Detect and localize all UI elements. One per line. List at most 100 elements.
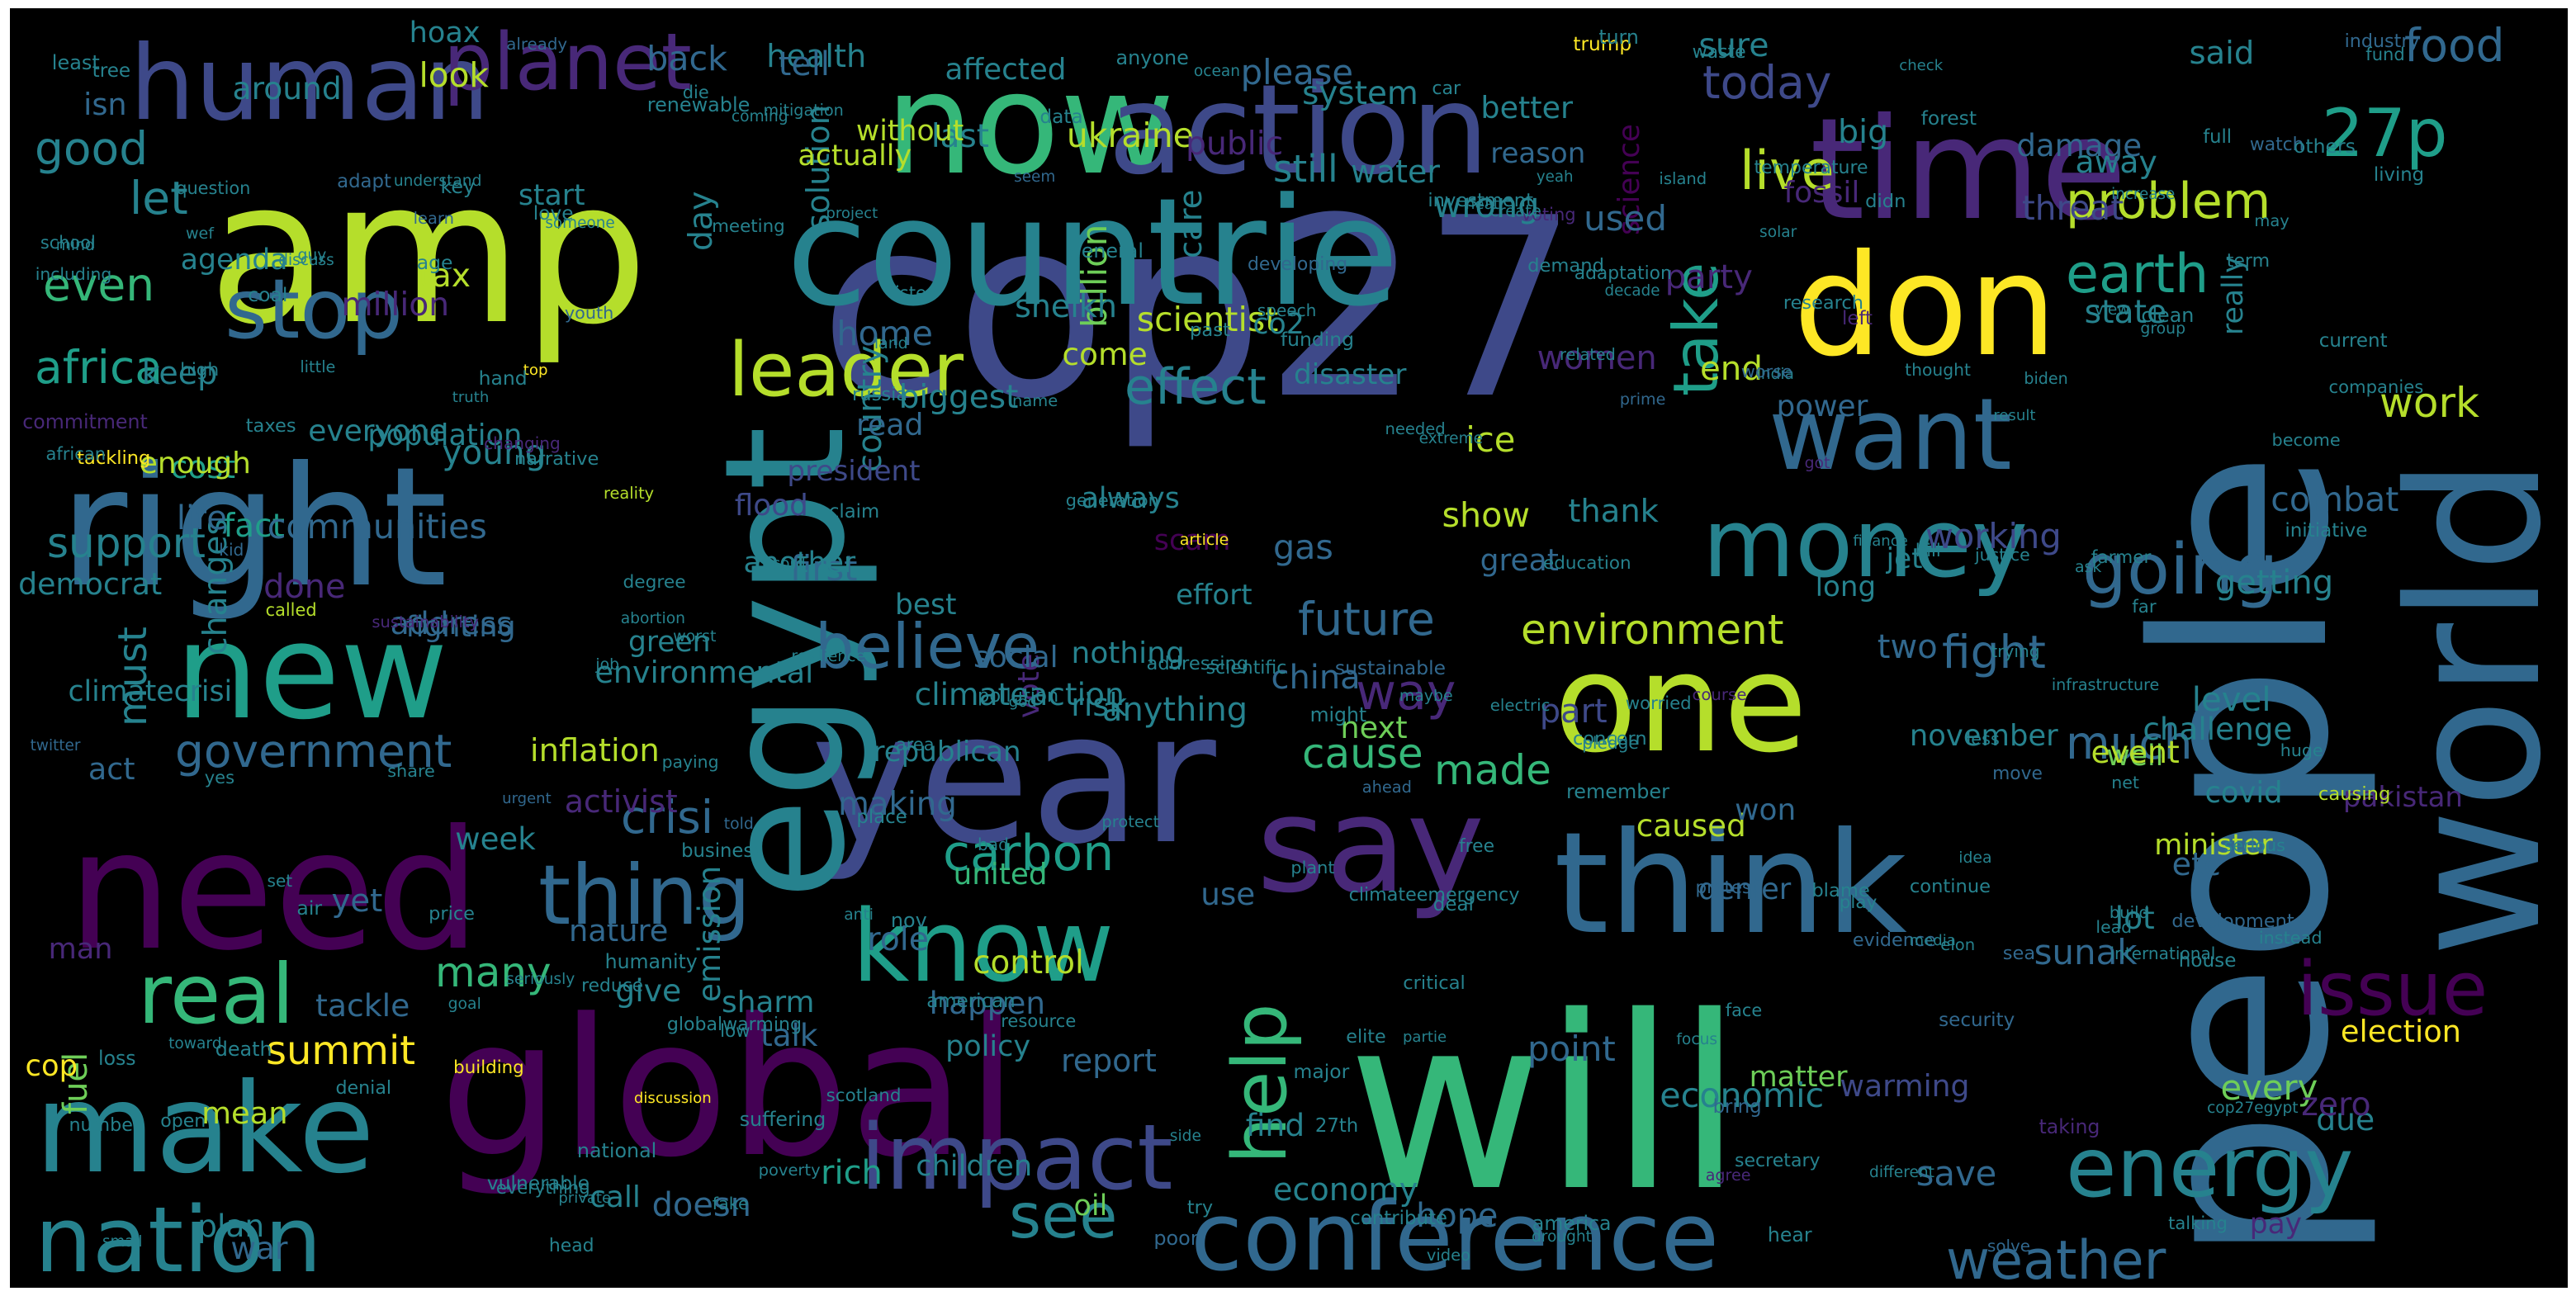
cloud-word-initiative: initiative (2285, 519, 2368, 542)
cloud-word-someone: someone (545, 215, 615, 233)
cloud-word-new: new (175, 594, 448, 749)
cloud-word-side: side (1169, 1127, 1201, 1145)
cloud-word-today: today (1702, 56, 1832, 110)
cloud-word-watch: watch (2249, 134, 2304, 155)
cloud-word-start: start (518, 179, 585, 213)
cloud-word-food: food (2404, 19, 2505, 73)
cloud-word-changing: changing (484, 433, 561, 454)
cloud-word-evidence: evidence (1852, 929, 1936, 952)
cloud-word-protect: protect (1101, 812, 1160, 832)
cloud-word-industry: industry (2344, 30, 2420, 52)
cloud-word-around: around (232, 70, 342, 107)
cloud-word-nation: nation (35, 1186, 322, 1288)
cloud-word-better: better (1480, 89, 1574, 125)
cloud-word-rich: rich (821, 1154, 883, 1193)
cloud-word-sharm: sharm (722, 986, 815, 1020)
cloud-word-one: one (1554, 623, 1808, 783)
cloud-word-area: area (896, 734, 935, 754)
cloud-word-caused: caused (1636, 807, 1746, 844)
cloud-word-inflation: inflation (529, 732, 660, 770)
cloud-word-weather: weather (1946, 1229, 2166, 1288)
cloud-word-addressing: addressing (1146, 653, 1249, 675)
cloud-word-understand: understand (393, 172, 482, 190)
cloud-word-land: land (874, 334, 908, 353)
cloud-word-climatecrisi: climatecrisi (68, 674, 233, 708)
cloud-word-left: left (1842, 308, 1873, 330)
cloud-word-top: top (523, 361, 548, 379)
cloud-word-data: data (1039, 106, 1083, 129)
cloud-word-need: need (68, 795, 481, 987)
cloud-word-protest: protest (1695, 877, 1759, 899)
cloud-word-call: call (590, 1180, 641, 1214)
cloud-word-fight: fight (1942, 626, 2046, 679)
cloud-word-huge: huge (2280, 740, 2323, 760)
cloud-word-toward: toward (168, 1035, 222, 1053)
cloud-word-anti: anti (844, 906, 874, 925)
cloud-word-agree: agree (1705, 1165, 1751, 1185)
cloud-word-show: show (1442, 495, 1531, 536)
cloud-word-god: god (1008, 693, 1037, 711)
cloud-word-economy: economy (1272, 1171, 1418, 1208)
cloud-word-instead: instead (2258, 927, 2323, 948)
cloud-word-energy: energy (2066, 1119, 2354, 1216)
cloud-word-tree: tree (92, 60, 131, 83)
cloud-word-going: going (2082, 528, 2279, 611)
cloud-word-covid: covid (2204, 775, 2283, 810)
cloud-word-far: far (2132, 596, 2157, 617)
cloud-word-trump: trump (1573, 32, 1632, 55)
cloud-word-deal: deal (1432, 894, 1474, 916)
cloud-word-told: told (723, 816, 754, 834)
cloud-word-co2: co2 (1252, 308, 1305, 342)
cloud-word-read: read (855, 407, 924, 443)
cloud-word-truth: truth (452, 389, 490, 407)
cloud-word-living: living (2373, 164, 2425, 187)
cloud-word-solve: solve (1987, 1236, 2031, 1256)
cloud-word-air: air (296, 896, 322, 920)
cloud-word-republican: republican (873, 735, 1021, 769)
cloud-word-island: island (1659, 168, 1707, 188)
cloud-word-carbon: carbon (943, 825, 1115, 882)
cloud-word-farmer: farmer (2091, 546, 2152, 568)
cloud-word-happen: happen (929, 984, 1046, 1021)
cloud-word-tell: tell (778, 45, 830, 84)
cloud-word-international: international (2110, 944, 2216, 964)
cloud-word-solar: solar (1759, 223, 1797, 241)
cloud-word-forest: forest (1920, 106, 1977, 130)
cloud-word-due: due (2316, 1101, 2375, 1138)
cloud-word-companies: companies (2328, 376, 2424, 397)
cloud-word-fighting: fighting (405, 610, 516, 644)
cloud-word-gas: gas (1272, 527, 1333, 568)
cloud-word-last: last (930, 117, 989, 155)
cloud-word-voting: voting (1521, 205, 1576, 225)
cloud-word-everything: everything (495, 1177, 590, 1199)
cloud-word-continue: continue (1909, 875, 1991, 897)
cloud-word-move: move (1992, 763, 2043, 784)
cloud-word-pay: pay (2249, 1207, 2303, 1241)
cloud-word-taking: taking (2039, 1115, 2100, 1139)
cloud-word-threat: threat (2021, 188, 2124, 229)
cloud-word-biden: biden (2024, 369, 2068, 388)
cloud-word-work: work (2379, 378, 2479, 427)
cloud-word-drought: drought (1531, 1228, 1592, 1246)
cloud-word-create: create (1489, 201, 1541, 220)
cloud-word-damage: damage (2016, 127, 2143, 164)
cloud-word-seriously: seriously (506, 971, 575, 989)
cloud-word-scientific: scientific (1205, 657, 1287, 679)
cloud-word-coming: coming (731, 107, 788, 125)
cloud-word-free: free (1459, 836, 1495, 858)
cloud-word-become: become (2271, 430, 2341, 451)
cloud-word-climateaction: climateaction (914, 675, 1125, 712)
cloud-word-women: women (1537, 339, 1657, 378)
cloud-word-commitment: commitment (22, 410, 148, 434)
cloud-word-lot: lot (2114, 899, 2155, 936)
cloud-word-war: war (230, 1230, 288, 1267)
cloud-word-face: face (1725, 1000, 1763, 1021)
cloud-word-narrative: narrative (514, 448, 599, 471)
cloud-word-action: action (1108, 58, 1489, 202)
cloud-word-full: full (2203, 126, 2233, 149)
cloud-word-secretary: secretary (1734, 1150, 1821, 1171)
cloud-word-nov: nov (890, 909, 927, 933)
cloud-word-talk: talk (760, 1016, 818, 1053)
cloud-word-plan: plan (197, 1208, 265, 1245)
cloud-word-reason: reason (1490, 137, 1586, 171)
